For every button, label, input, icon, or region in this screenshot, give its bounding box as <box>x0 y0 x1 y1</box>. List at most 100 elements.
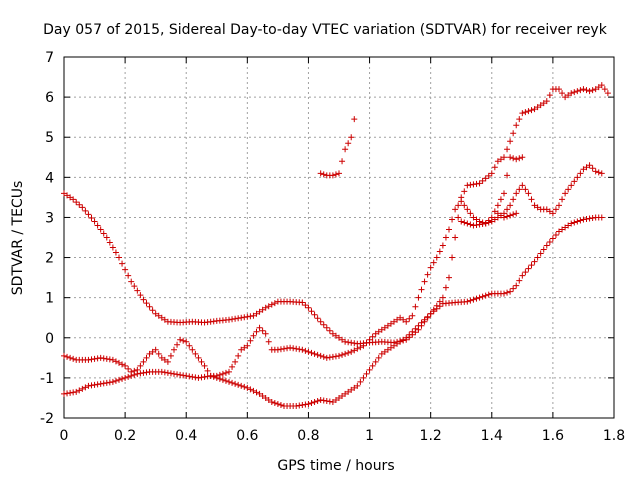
data-point <box>274 400 281 407</box>
data-point <box>177 371 184 378</box>
data-point <box>97 226 104 233</box>
data-point <box>488 170 495 177</box>
data-point <box>323 354 330 361</box>
data-point <box>100 230 107 237</box>
data-point <box>262 330 269 337</box>
data-point <box>244 384 251 391</box>
y-tick-label: -1 <box>40 371 54 387</box>
data-point <box>504 213 511 220</box>
data-point <box>216 375 223 382</box>
data-point <box>461 202 468 209</box>
data-point <box>598 82 605 89</box>
data-point <box>329 353 336 360</box>
data-point <box>73 199 80 206</box>
data-point <box>339 336 346 343</box>
data-point <box>442 284 449 291</box>
data-point <box>552 231 559 238</box>
data-point <box>409 328 416 335</box>
data-point <box>305 400 312 407</box>
data-point <box>556 86 562 93</box>
data-point <box>265 303 272 310</box>
data-point <box>543 242 550 249</box>
data-point <box>562 190 569 197</box>
data-point <box>345 140 352 147</box>
data-point <box>140 358 147 365</box>
data-point <box>565 92 572 99</box>
data-point <box>201 362 208 369</box>
data-point <box>85 356 92 363</box>
data-point <box>519 154 526 161</box>
data-point <box>507 202 514 209</box>
data-point <box>528 196 535 203</box>
data-point <box>140 296 147 303</box>
data-point <box>241 344 248 351</box>
data-point <box>103 355 110 362</box>
data-point <box>479 220 486 227</box>
data-point <box>106 239 113 246</box>
data-point <box>158 354 165 361</box>
data-point <box>464 298 471 305</box>
data-point <box>595 169 602 176</box>
data-point <box>351 347 358 354</box>
data-point <box>494 158 501 165</box>
data-point <box>537 250 544 257</box>
data-point <box>204 373 211 380</box>
data-point <box>64 353 71 360</box>
data-point <box>522 109 529 116</box>
data-point <box>366 366 373 373</box>
data-point <box>372 330 379 337</box>
data-point <box>439 294 446 301</box>
data-point <box>222 369 229 376</box>
data-point <box>589 165 596 172</box>
data-point <box>586 162 593 169</box>
data-point <box>174 341 181 348</box>
data-point <box>400 336 407 343</box>
data-point <box>323 397 330 404</box>
data-point <box>583 87 590 94</box>
data-point <box>528 107 535 114</box>
data-point <box>265 396 272 403</box>
x-tick-label: 0.2 <box>114 428 136 444</box>
data-point <box>167 370 174 377</box>
data-point <box>549 210 556 217</box>
data-point <box>360 342 367 349</box>
data-point <box>430 306 437 313</box>
data-point <box>580 216 587 223</box>
series-track-d <box>317 116 526 229</box>
data-point <box>146 303 153 310</box>
data-point <box>122 374 129 381</box>
data-point <box>326 398 333 405</box>
y-tick-label: 3 <box>45 210 54 226</box>
data-point <box>259 306 266 313</box>
data-point <box>61 352 67 359</box>
data-point <box>250 332 257 339</box>
series-track-c <box>61 82 611 409</box>
data-point <box>381 324 388 331</box>
data-point <box>504 289 511 296</box>
data-point <box>100 355 107 362</box>
series-track-b <box>61 162 605 379</box>
data-point <box>397 314 404 321</box>
x-tick-label: 1.4 <box>481 428 503 444</box>
data-point <box>97 380 104 387</box>
data-point <box>293 402 300 409</box>
data-point <box>531 258 538 265</box>
data-point <box>467 210 474 217</box>
data-point <box>384 322 391 329</box>
data-point <box>332 332 339 339</box>
data-point <box>491 208 498 215</box>
data-point <box>119 375 126 382</box>
data-point <box>470 222 477 229</box>
data-point <box>235 352 242 359</box>
data-point <box>449 254 456 261</box>
data-point <box>348 386 355 393</box>
data-point <box>424 271 431 278</box>
data-point <box>497 156 504 163</box>
data-point <box>397 338 404 345</box>
data-point <box>342 338 349 345</box>
data-point <box>494 202 501 209</box>
data-point <box>556 228 562 235</box>
data-point <box>510 196 517 203</box>
data-point <box>317 170 324 177</box>
data-point <box>174 371 181 378</box>
